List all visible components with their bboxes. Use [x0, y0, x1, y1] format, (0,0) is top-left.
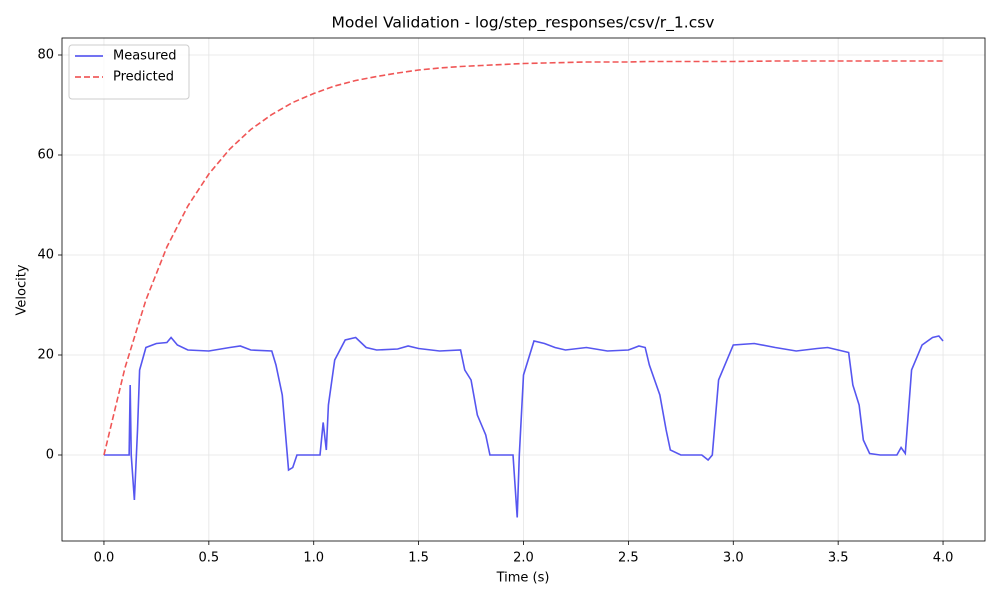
y-tick-label: 60 [37, 148, 54, 163]
y-tick-label: 20 [37, 348, 54, 363]
x-tick-label: 4.0 [933, 551, 954, 566]
legend-label: Predicted [113, 70, 174, 85]
legend-label: Measured [113, 49, 177, 64]
x-tick-label: 0.0 [94, 551, 115, 566]
x-axis-label: Time (s) [496, 571, 550, 586]
x-tick-label: 2.5 [618, 551, 639, 566]
x-tick-label: 0.5 [198, 551, 219, 566]
y-tick-label: 0 [46, 448, 54, 463]
legend-box [68, 44, 190, 100]
legend: Measured Predicted [68, 44, 190, 100]
x-tick-label: 3.0 [723, 551, 744, 566]
y-axis-label: Velocity [15, 264, 30, 315]
axes-frame [61, 37, 986, 542]
x-tick-label: 1.5 [408, 551, 429, 566]
data-line [103, 60, 944, 456]
y-tick-label: 80 [37, 48, 54, 63]
x-tick-label: 2.0 [513, 551, 534, 566]
x-tick-label: 1.0 [303, 551, 324, 566]
data-line [103, 335, 944, 518]
x-tick-label: 3.5 [828, 551, 849, 566]
chart-title: Model Validation - log/step_responses/cs… [332, 14, 715, 33]
y-tick-label: 40 [37, 248, 54, 263]
